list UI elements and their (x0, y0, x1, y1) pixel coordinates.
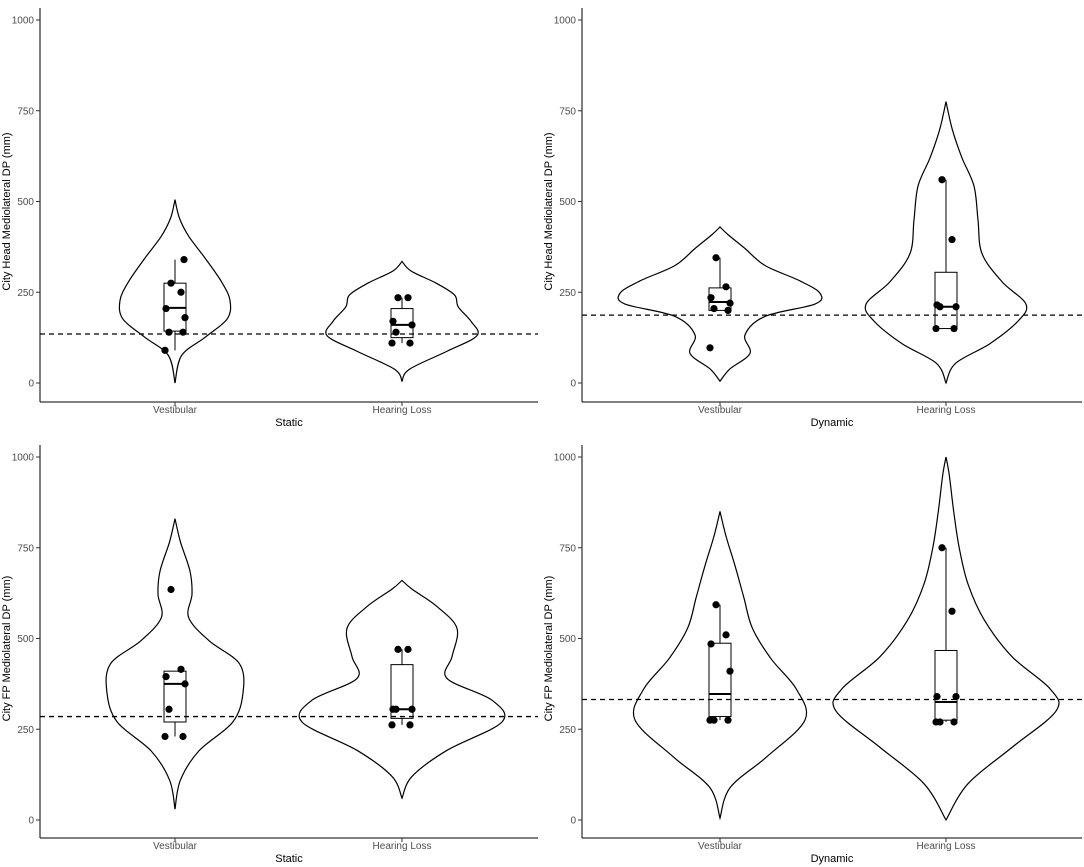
data-point (932, 324, 940, 333)
data-point (165, 328, 173, 336)
data-point (394, 645, 402, 653)
y-tick-label: 250 (17, 725, 34, 736)
data-point (165, 705, 173, 713)
y-tick-label: 0 (28, 816, 34, 827)
data-point (161, 346, 169, 354)
data-point (948, 607, 956, 615)
x-tick-label: Hearing Loss (917, 841, 976, 852)
y-tick-label: 750 (559, 543, 576, 554)
box (708, 642, 732, 718)
data-point (404, 294, 412, 302)
x-tick-label: Hearing Loss (373, 841, 432, 852)
y-tick-label: 500 (17, 197, 34, 208)
data-point (181, 680, 189, 688)
data-point (726, 299, 734, 307)
y-tick-label: 0 (28, 379, 34, 390)
data-point (710, 716, 718, 724)
chart-panel-4: 0 250 500 750 1000 Vestibular Hearing Loss Dyna… (543, 445, 1082, 865)
y-tick-label: 1000 (12, 453, 35, 464)
data-point (933, 301, 941, 309)
data-point (948, 236, 956, 244)
data-point (181, 314, 189, 322)
y-tick-label: 0 (570, 379, 576, 390)
data-point (722, 283, 730, 291)
data-point (952, 692, 960, 701)
data-point (394, 294, 402, 302)
data-point (404, 645, 412, 653)
data-point (710, 304, 718, 313)
x-tick-label: Vestibular (698, 405, 743, 416)
data-point (952, 303, 960, 311)
data-point (950, 324, 958, 333)
data-point (938, 176, 946, 184)
data-point (177, 288, 185, 296)
data-point (408, 705, 416, 713)
box (934, 271, 958, 330)
y-tick-label: 500 (17, 634, 34, 645)
data-point (950, 718, 958, 726)
y-tick-label: 500 (559, 197, 576, 208)
y-axis-title: City Head Mediolateral DP (mm) (1, 132, 13, 290)
data-point (707, 294, 715, 302)
x-axis-title: Static (275, 853, 303, 865)
data-point (162, 304, 170, 313)
y-tick-label: 0 (570, 816, 576, 827)
y-tick-label: 500 (559, 634, 576, 645)
data-point (177, 665, 185, 673)
violin-vestibular (105, 518, 245, 810)
data-point (162, 673, 170, 681)
chart-panel-2: 0 250 500 750 1000 Vestibular Hearing Loss Dyna… (543, 8, 1082, 429)
y-tick-label: 750 (17, 543, 34, 554)
y-axis-title: City FP Mediolateral DP (mm) (543, 576, 555, 722)
box (390, 664, 414, 719)
y-tick-label: 1000 (554, 453, 577, 464)
chart-panel-1: 0 250 500 750 1000 Vestibular Hearing Loss Stat… (1, 8, 538, 429)
x-tick-label: Hearing Loss (373, 405, 432, 416)
y-tick-label: 750 (559, 106, 576, 117)
data-point (161, 732, 169, 741)
y-tick-label: 750 (17, 106, 34, 117)
x-axis-title: Dynamic (811, 417, 854, 429)
data-point (408, 321, 416, 329)
data-point (938, 544, 946, 552)
data-point (712, 254, 720, 262)
data-point (724, 716, 732, 724)
x-tick-label: Hearing Loss (917, 405, 976, 416)
y-tick-label: 250 (559, 288, 576, 299)
x-axis-title: Static (275, 417, 303, 429)
y-axis-title: City Head Mediolateral DP (mm) (543, 132, 555, 290)
y-tick-label: 1000 (12, 16, 35, 27)
x-axis-title: Dynamic (811, 853, 854, 865)
data-point (712, 601, 720, 609)
data-point (180, 255, 188, 264)
data-point (167, 585, 175, 594)
data-point (406, 339, 414, 347)
x-tick-label: Vestibular (698, 841, 743, 852)
data-point (179, 328, 187, 336)
x-tick-label: Vestibular (153, 841, 198, 852)
data-point (936, 718, 944, 726)
data-point (388, 721, 396, 729)
data-point (706, 344, 714, 352)
data-point (167, 279, 175, 287)
chart-panel-3: 0 250 500 750 1000 Vestibular Hearing Loss Stat… (1, 445, 538, 865)
y-tick-label: 250 (559, 725, 576, 736)
data-point (722, 631, 730, 639)
data-point (933, 692, 941, 701)
y-tick-label: 250 (17, 288, 34, 299)
data-point (389, 317, 397, 325)
box (934, 649, 958, 721)
y-tick-label: 1000 (554, 16, 577, 27)
data-point (389, 705, 397, 713)
data-point (392, 328, 400, 336)
data-point (179, 732, 187, 741)
data-point (707, 640, 715, 648)
data-point (724, 306, 732, 314)
data-point (388, 339, 396, 347)
y-axis-title: City FP Mediolateral DP (mm) (1, 576, 13, 722)
data-point (726, 667, 734, 675)
x-tick-label: Vestibular (153, 405, 198, 416)
data-point (406, 721, 414, 729)
